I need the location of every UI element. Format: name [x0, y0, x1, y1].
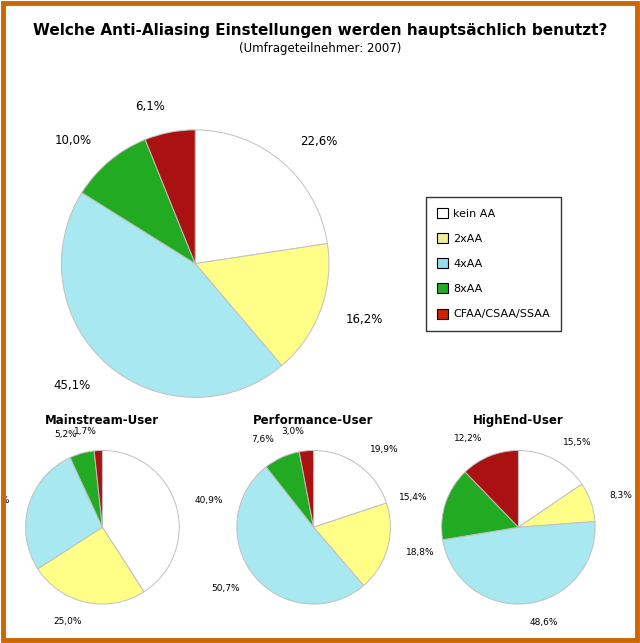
Legend: kein AA, 2xAA, 4xAA, 8xAA, CFAA/CSAA/SSAA: kein AA, 2xAA, 4xAA, 8xAA, CFAA/CSAA/SSA… [426, 197, 561, 331]
Wedge shape [195, 130, 328, 264]
Text: 45,1%: 45,1% [53, 379, 90, 392]
Text: 10,0%: 10,0% [55, 134, 92, 147]
Wedge shape [518, 484, 595, 527]
Wedge shape [145, 130, 195, 264]
Wedge shape [38, 527, 144, 604]
Wedge shape [94, 451, 102, 527]
Text: 22,6%: 22,6% [300, 136, 337, 149]
Text: 25,0%: 25,0% [54, 617, 82, 626]
Text: 16,2%: 16,2% [346, 313, 383, 327]
Title: Performance-User: Performance-User [253, 414, 374, 428]
Wedge shape [26, 458, 102, 569]
Wedge shape [102, 451, 179, 592]
Text: 1,7%: 1,7% [74, 427, 97, 436]
Text: Welche Anti-Aliasing Einstellungen werden hauptsächlich benutzt?: Welche Anti-Aliasing Einstellungen werde… [33, 23, 607, 37]
Wedge shape [195, 244, 329, 366]
Wedge shape [314, 451, 387, 527]
Text: 48,6%: 48,6% [530, 618, 558, 627]
Text: 5,2%: 5,2% [54, 430, 77, 439]
Wedge shape [61, 193, 282, 397]
Text: 6,1%: 6,1% [135, 100, 164, 113]
Text: 27,2%: 27,2% [0, 496, 10, 505]
Wedge shape [82, 140, 195, 264]
Wedge shape [442, 472, 518, 539]
Wedge shape [443, 521, 595, 604]
Text: (Umfrageteilnehmer: 2007): (Umfrageteilnehmer: 2007) [239, 42, 401, 55]
Text: 3,0%: 3,0% [282, 427, 305, 436]
Wedge shape [465, 451, 518, 527]
Text: 40,9%: 40,9% [195, 496, 223, 505]
Title: HighEnd-User: HighEnd-User [473, 414, 564, 428]
Text: 8,3%: 8,3% [609, 491, 632, 500]
Text: 15,5%: 15,5% [563, 438, 592, 447]
Text: 19,9%: 19,9% [370, 445, 399, 454]
Title: Mainstream-User: Mainstream-User [45, 414, 159, 428]
Wedge shape [266, 452, 314, 527]
Wedge shape [70, 451, 102, 527]
Wedge shape [237, 467, 364, 604]
Text: 7,6%: 7,6% [251, 435, 274, 444]
Text: 50,7%: 50,7% [211, 584, 239, 593]
Wedge shape [518, 451, 582, 527]
Text: 18,8%: 18,8% [406, 548, 435, 557]
Wedge shape [314, 503, 390, 586]
Wedge shape [300, 451, 314, 527]
Text: 12,2%: 12,2% [454, 434, 483, 443]
Text: 15,4%: 15,4% [399, 493, 428, 502]
